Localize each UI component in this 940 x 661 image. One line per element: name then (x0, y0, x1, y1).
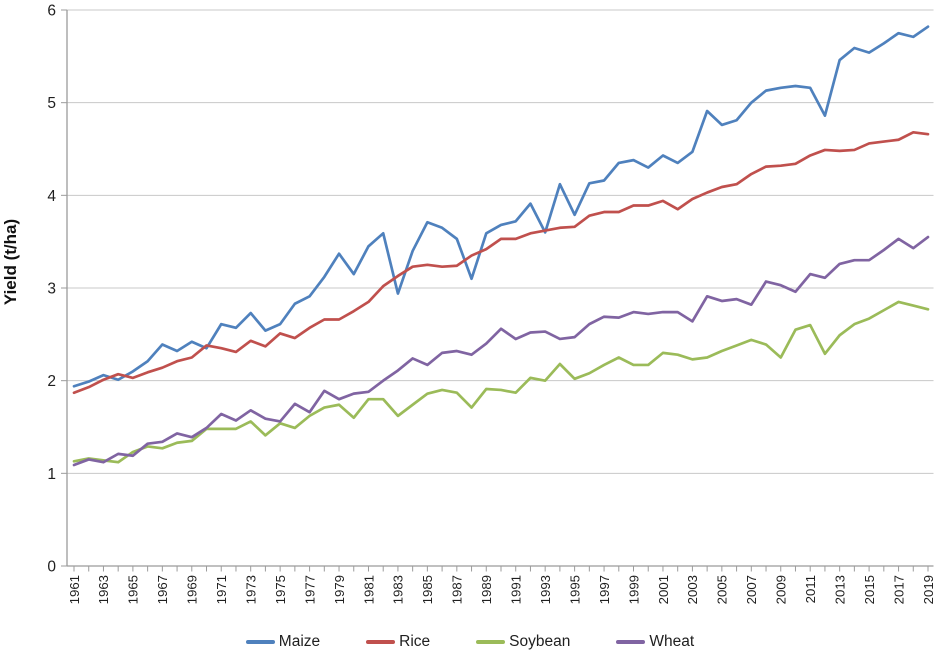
y-tick-label: 5 (47, 95, 56, 112)
x-tick-label: 1989 (479, 575, 494, 604)
y-tick-label: 3 (47, 281, 56, 298)
x-tick-label: 2019 (921, 575, 936, 604)
x-tick-label: 1965 (126, 575, 141, 604)
x-tick-label: 1969 (185, 575, 200, 604)
yield-line-chart: Yield (t/ha) 0 1 2 3 4 5 6 1961 1963 1965 1967 1969… (1, 3, 936, 605)
x-tick-label: 1985 (420, 575, 435, 604)
x-tick-label: 1967 (155, 575, 170, 604)
x-tick-label: 2001 (656, 575, 671, 604)
x-tick-label: 1963 (96, 575, 111, 604)
x-tick-label: 1981 (361, 575, 376, 604)
y-tick-label: 1 (47, 466, 56, 483)
y-tick-label: 2 (47, 373, 56, 390)
x-tick-label: 2013 (832, 575, 847, 604)
legend-label-rice: Rice (399, 633, 431, 650)
x-tick-label: 1975 (273, 575, 288, 604)
x-tick-label: 1983 (391, 575, 406, 604)
y-tick-label: 0 (47, 559, 56, 576)
legend-label-soybean: Soybean (509, 633, 571, 650)
x-tick-label: 1979 (332, 575, 347, 604)
y-tick-label: 6 (47, 3, 56, 20)
chart-legend: Maize Rice Soybean Wheat (0, 633, 940, 651)
legend-line-swatch-rice (366, 640, 396, 644)
x-tick-label: 2015 (862, 575, 877, 604)
x-tick-label: 1997 (597, 575, 612, 604)
x-tick-label: 2007 (744, 575, 759, 604)
x-tick-label: 1977 (302, 575, 317, 604)
x-tick-label: 2017 (891, 575, 906, 604)
legend-label-maize: Maize (278, 633, 321, 650)
legend-item-maize: Maize (245, 633, 321, 651)
legend-item-rice: Rice (366, 633, 430, 651)
x-tick-label: 1993 (538, 575, 553, 604)
x-tick-label: 2011 (803, 575, 818, 603)
legend-line-swatch-soybean (476, 640, 506, 644)
y-tick-label: 4 (47, 188, 56, 205)
x-tick-label: 2009 (774, 575, 789, 604)
x-tick-label: 1987 (450, 575, 465, 604)
legend-item-soybean: Soybean (476, 633, 570, 651)
legend-item-wheat: Wheat (616, 633, 694, 651)
legend-line-swatch-wheat (616, 640, 646, 644)
y-axis-title: Yield (t/ha) (1, 219, 20, 305)
x-tick-label: 1991 (509, 575, 524, 604)
legend-line-swatch-maize (245, 640, 275, 644)
maize-line (72, 25, 930, 388)
x-tick-label: 2005 (715, 575, 730, 604)
rice-line (72, 130, 930, 395)
x-tick-label: 2003 (685, 575, 700, 604)
soybean-line (72, 300, 930, 464)
legend-label-wheat: Wheat (649, 633, 695, 650)
x-tick-label: 1995 (567, 575, 582, 604)
x-tick-label: 1971 (214, 575, 229, 604)
wheat-line (72, 235, 930, 467)
x-tick-label: 1961 (67, 575, 82, 604)
x-tick-label: 1973 (243, 575, 258, 604)
x-tick-label: 1999 (626, 575, 641, 604)
